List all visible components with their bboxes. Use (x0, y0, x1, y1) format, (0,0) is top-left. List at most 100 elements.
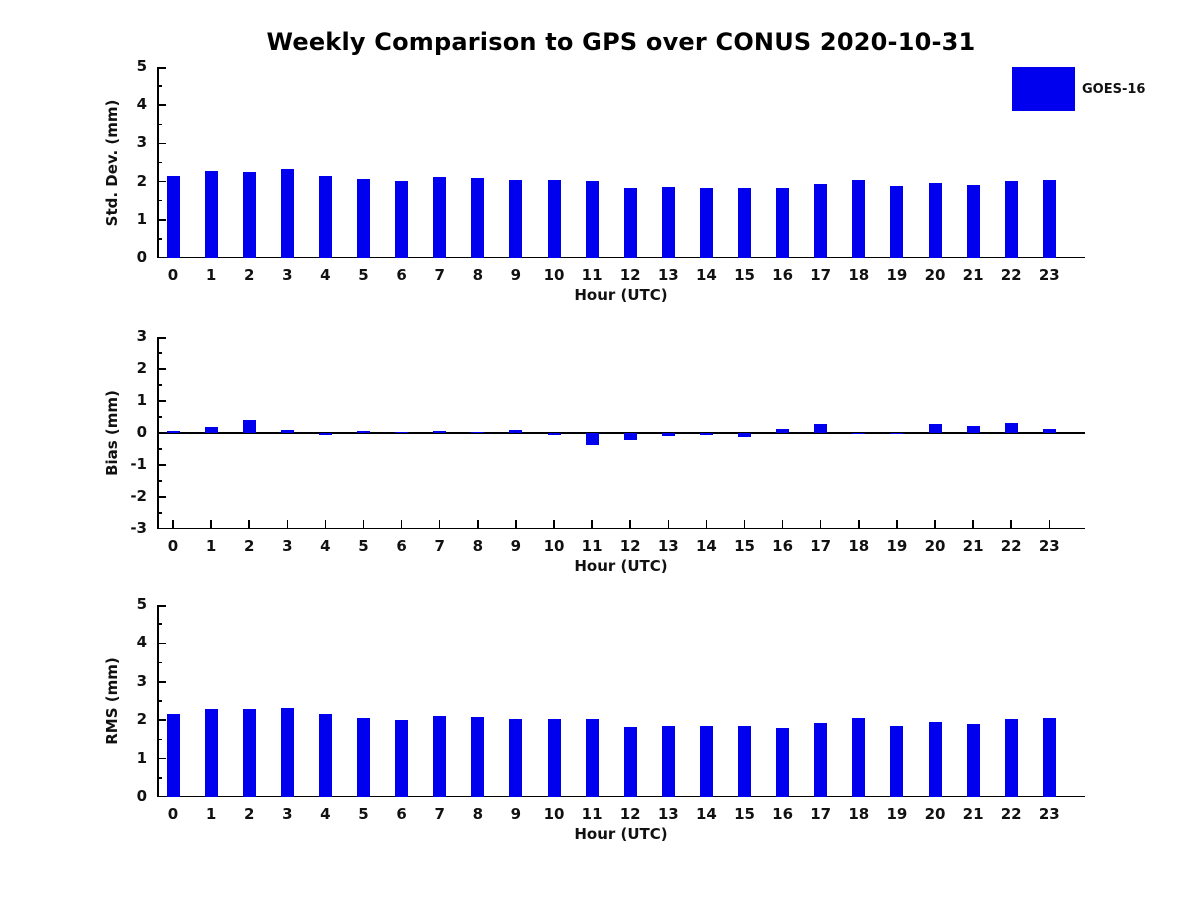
x-tick-label: 0 (167, 266, 179, 284)
bar-hour-1 (204, 708, 218, 797)
y-axis-label-rms: RMS (mm) (103, 657, 121, 745)
bar-hour-17 (814, 184, 828, 258)
bar-hour-10 (547, 179, 561, 258)
y-tick (157, 67, 166, 69)
x-tick-label: 23 (1038, 537, 1060, 555)
bar-hour-20 (928, 721, 942, 797)
x-tick (362, 520, 365, 529)
x-tick-label: 1 (205, 537, 217, 555)
x-tick-label: 7 (434, 537, 445, 555)
x-tick-label: 3 (282, 805, 293, 823)
y-tick-label: 3 (136, 327, 147, 345)
y-tick (157, 681, 166, 683)
x-axis-label-rms: Hour (UTC) (574, 825, 668, 843)
x-tick (515, 520, 517, 529)
y-minor-tick (157, 448, 162, 450)
y-minor-tick (157, 661, 162, 664)
x-tick-label: 19 (886, 266, 908, 284)
bar-hour-3 (280, 430, 294, 433)
x-tick-label: 16 (772, 805, 794, 823)
bar-hour-8 (471, 432, 485, 433)
x-axis-spine (157, 256, 1085, 258)
x-tick-label: 1 (205, 266, 217, 284)
bar-hour-10 (547, 719, 561, 797)
x-tick-label: 8 (472, 537, 484, 555)
bar-hour-1 (204, 426, 218, 433)
x-tick-label: 3 (282, 266, 293, 284)
x-tick-label: 16 (772, 537, 794, 555)
x-tick-label: 14 (695, 266, 717, 284)
y-tick (157, 757, 166, 760)
x-tick-label: 7 (434, 805, 445, 823)
bar-hour-22 (1004, 719, 1018, 797)
y-tick (157, 180, 166, 183)
x-tick-label: 13 (657, 805, 679, 823)
bar-hour-12 (623, 433, 637, 440)
x-tick (858, 520, 860, 529)
y-tick (157, 142, 166, 145)
bar-hour-5 (357, 178, 370, 258)
y-tick-label: 4 (136, 95, 147, 114)
x-tick (934, 520, 936, 529)
bar-hour-6 (395, 181, 409, 258)
x-tick-label: 8 (472, 266, 484, 284)
x-tick-label: 15 (734, 537, 755, 555)
y-minor-tick (157, 238, 162, 240)
bar-hour-4 (318, 714, 332, 797)
bar-hour-15 (738, 725, 751, 797)
y-minor-tick (157, 416, 162, 418)
legend-swatch-goes16 (1012, 67, 1075, 111)
bar-hour-14 (699, 726, 713, 797)
x-tick (248, 520, 250, 529)
x-tick-label: 11 (581, 266, 603, 284)
x-axis-label-bias: Hour (UTC) (574, 557, 668, 575)
x-tick-label: 22 (1000, 805, 1022, 823)
x-tick-label: 16 (772, 266, 794, 284)
x-tick-label: 21 (962, 537, 984, 555)
y-tick (157, 605, 166, 607)
y-tick-label: 2 (136, 710, 147, 729)
bar-hour-21 (966, 724, 980, 797)
y-axis-label-std-dev: Std. Dev. (mm) (103, 99, 121, 226)
x-tick-label: 4 (320, 266, 331, 284)
y-tick (157, 464, 166, 466)
y-tick (157, 368, 166, 370)
x-tick-label: 19 (886, 537, 908, 555)
x-tick-label: 4 (320, 537, 331, 555)
zero-line (157, 432, 1085, 434)
bar-hour-19 (890, 725, 904, 797)
bar-hour-9 (509, 429, 523, 433)
bar-hour-19 (890, 433, 904, 434)
x-tick-label: 10 (543, 537, 565, 555)
x-tick-label: 22 (1000, 537, 1022, 555)
y-tick-label: 0 (136, 423, 147, 441)
bar-hour-9 (509, 718, 523, 797)
y-tick (157, 219, 166, 221)
x-tick (553, 520, 555, 529)
y-minor-tick (157, 777, 162, 779)
bar-hour-15 (738, 433, 751, 438)
x-tick (210, 520, 212, 529)
bar-hour-9 (509, 179, 523, 258)
bar-hour-2 (242, 172, 256, 258)
bar-hour-17 (814, 424, 828, 433)
x-tick-label: 4 (320, 805, 331, 823)
x-tick-label: 0 (167, 805, 179, 823)
x-tick-label: 12 (619, 266, 641, 284)
y-tick-label: 2 (136, 171, 147, 190)
x-tick-label: 20 (924, 805, 946, 823)
x-tick-label: 23 (1038, 266, 1060, 284)
bar-hour-4 (318, 175, 332, 258)
x-tick-label: 2 (243, 537, 255, 555)
y-tick-label: 5 (136, 57, 147, 75)
bar-hour-1 (204, 171, 218, 258)
bar-hour-14 (699, 433, 713, 435)
legend: GOES-16 (1012, 67, 1145, 111)
x-tick-label: 10 (543, 805, 565, 823)
bar-hour-11 (585, 433, 599, 445)
x-tick-label: 18 (848, 266, 870, 284)
bar-hour-7 (433, 430, 447, 433)
x-tick (438, 520, 441, 529)
bar-hour-10 (547, 433, 561, 435)
